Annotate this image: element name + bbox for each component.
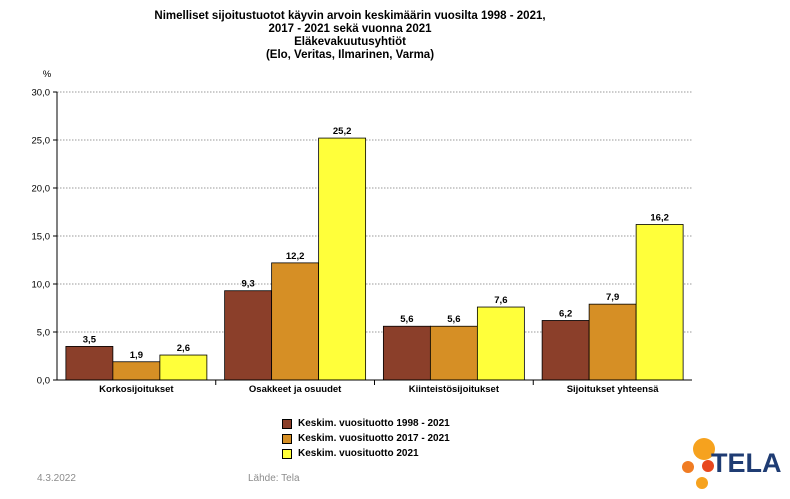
bar-value-label: 12,2	[286, 251, 305, 262]
bar-value-label: 9,3	[242, 279, 255, 290]
legend-label-series-2: Keskim. vuosituotto 2017 - 2021	[298, 433, 450, 444]
bar	[476, 306, 525, 381]
chart-title-line-3: Eläkevakuutusyhtiöt	[294, 36, 406, 48]
bar	[271, 262, 320, 381]
legend-item-series-3: Keskim. vuosituotto 2021	[282, 447, 450, 460]
tela-logo-icon	[682, 438, 715, 489]
legend-item-series-1: Keskim. vuosituotto 1998 - 2021	[282, 417, 450, 430]
y-tick-label: 20,0	[32, 184, 51, 195]
bar	[541, 320, 590, 381]
footer-date: 4.3.2022	[37, 473, 76, 484]
bar-value-label: 16,2	[650, 212, 669, 223]
bar-value-label: 1,9	[130, 350, 143, 361]
y-tick-label: 0,0	[37, 376, 50, 387]
chart-title-line-2: 2017 - 2021 sekä vuonna 2021	[268, 23, 432, 35]
chart-title-line-1: Nimelliset sijoitustuotot käyvin arvoin …	[154, 10, 546, 22]
tela-logo-text: TELA	[711, 448, 782, 478]
chart-title-line-4: (Elo, Veritas, Ilmarinen, Varma)	[265, 49, 435, 61]
y-tick-label: 30,0	[32, 88, 51, 99]
legend-label-series-3: Keskim. vuosituotto 2021	[298, 448, 419, 459]
legend-swatch-series-1	[282, 418, 292, 429]
bar	[112, 361, 161, 381]
bar-value-label: 6,2	[559, 308, 572, 319]
x-category-label: Kiinteistösijoitukset	[409, 384, 500, 395]
bar-value-label: 5,6	[447, 314, 460, 325]
legend-swatch-series-2	[282, 433, 292, 444]
chart-legend: Keskim. vuosituotto 1998 - 2021 Keskim. …	[282, 417, 450, 462]
bar	[65, 345, 114, 381]
y-tick-label: 10,0	[32, 280, 51, 291]
bar-value-label: 7,9	[606, 292, 619, 303]
x-category-label: Korkosijoitukset	[99, 384, 174, 395]
y-tick-label: 25,0	[32, 136, 51, 147]
bar	[588, 303, 637, 381]
bar	[635, 224, 684, 381]
bar-value-label: 25,2	[333, 126, 352, 137]
y-tick-label: 15,0	[32, 232, 51, 243]
x-category-label: Osakkeet ja osuudet	[249, 384, 342, 395]
bar	[159, 354, 208, 381]
legend-swatch-series-3	[282, 448, 292, 459]
bar	[224, 290, 273, 381]
y-axis-label: %	[43, 69, 52, 80]
bar	[429, 325, 478, 381]
bar-value-label: 2,6	[177, 343, 190, 354]
tela-logo: TELA	[678, 436, 788, 491]
x-category-label: Sijoitukset yhteensä	[567, 384, 660, 395]
bar-value-label: 5,6	[400, 314, 413, 325]
legend-item-series-2: Keskim. vuosituotto 2017 - 2021	[282, 432, 450, 445]
bar-value-label: 7,6	[494, 295, 507, 306]
y-tick-label: 5,0	[37, 328, 50, 339]
bar	[382, 325, 431, 381]
bar-value-label: 3,5	[83, 334, 97, 345]
bar	[318, 137, 367, 381]
footer-source: Lähde: Tela	[248, 473, 300, 484]
legend-label-series-1: Keskim. vuosituotto 1998 - 2021	[298, 418, 450, 429]
